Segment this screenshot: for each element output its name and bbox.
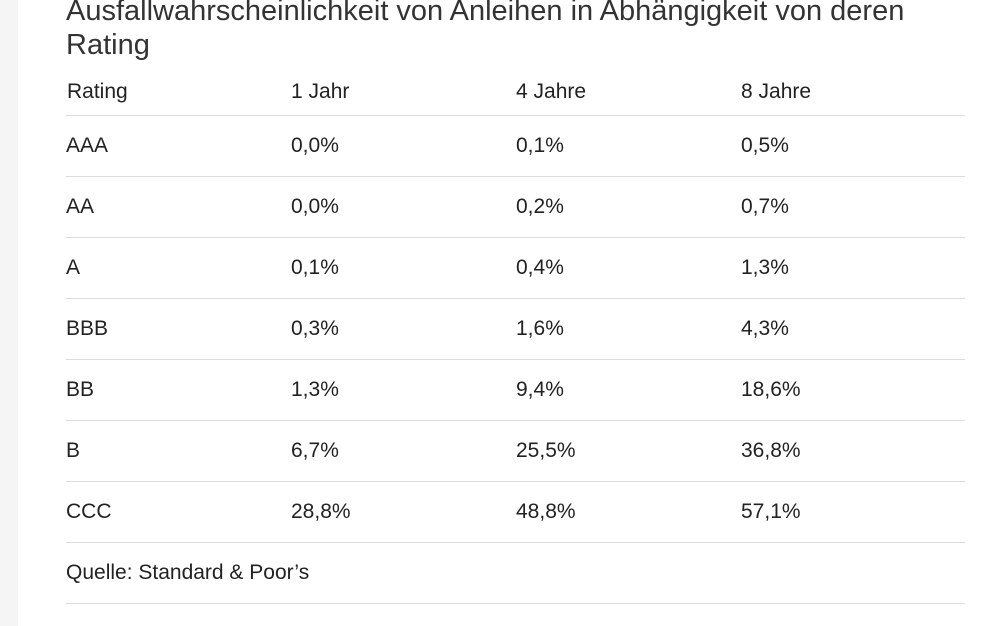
table-row: A 0,1% 0,4% 1,3% <box>66 237 965 299</box>
value-cell: 0,3% <box>291 298 516 360</box>
value-cell: 25,5% <box>516 420 741 482</box>
value-cell: 6,7% <box>291 420 516 482</box>
table-header-row: Rating 1 Jahr 4 Jahre 8 Jahre <box>66 69 965 116</box>
header-8-years: 8 Jahre <box>741 69 965 116</box>
value-cell: 1,6% <box>516 298 741 360</box>
table-row: B 6,7% 25,5% 36,8% <box>66 420 965 482</box>
rating-cell: BB <box>66 359 291 421</box>
value-cell: 0,5% <box>741 115 965 177</box>
article-content: Ausfallwahrscheinlichkeit von Anleihen i… <box>66 0 965 604</box>
value-cell: 1,3% <box>741 237 965 299</box>
value-cell: 57,1% <box>741 481 965 543</box>
rating-cell: CCC <box>66 481 291 543</box>
value-cell: 48,8% <box>516 481 741 543</box>
table-row: BB 1,3% 9,4% 18,6% <box>66 359 965 421</box>
rating-cell: AA <box>66 176 291 238</box>
rating-cell: B <box>66 420 291 482</box>
value-cell: 18,6% <box>741 359 965 421</box>
article-page: Ausfallwahrscheinlichkeit von Anleihen i… <box>18 0 1006 626</box>
header-1-year: 1 Jahr <box>291 69 516 116</box>
table-row: AAA 0,0% 0,1% 0,5% <box>66 115 965 177</box>
rating-cell: A <box>66 237 291 299</box>
value-cell: 0,4% <box>516 237 741 299</box>
value-cell: 1,3% <box>291 359 516 421</box>
value-cell: 0,1% <box>516 115 741 177</box>
value-cell: 0,7% <box>741 176 965 238</box>
value-cell: 9,4% <box>516 359 741 421</box>
source-note: Quelle: Standard & Poor’s <box>66 542 965 604</box>
table-title: Ausfallwahrscheinlichkeit von Anleihen i… <box>66 0 905 61</box>
header-rating: Rating <box>66 69 291 116</box>
rating-cell: BBB <box>66 298 291 360</box>
table-row: BBB 0,3% 1,6% 4,3% <box>66 298 965 360</box>
table-row: CCC 28,8% 48,8% 57,1% <box>66 481 965 543</box>
table-row: AA 0,0% 0,2% 0,7% <box>66 176 965 238</box>
value-cell: 36,8% <box>741 420 965 482</box>
value-cell: 0,1% <box>291 237 516 299</box>
value-cell: 28,8% <box>291 481 516 543</box>
value-cell: 4,3% <box>741 298 965 360</box>
value-cell: 0,2% <box>516 176 741 238</box>
header-4-years: 4 Jahre <box>516 69 741 116</box>
value-cell: 0,0% <box>291 115 516 177</box>
default-probability-table: Rating 1 Jahr 4 Jahre 8 Jahre AAA 0,0% 0… <box>66 69 965 604</box>
value-cell: 0,0% <box>291 176 516 238</box>
table-footer-row: Quelle: Standard & Poor’s <box>66 542 965 604</box>
rating-cell: AAA <box>66 115 291 177</box>
